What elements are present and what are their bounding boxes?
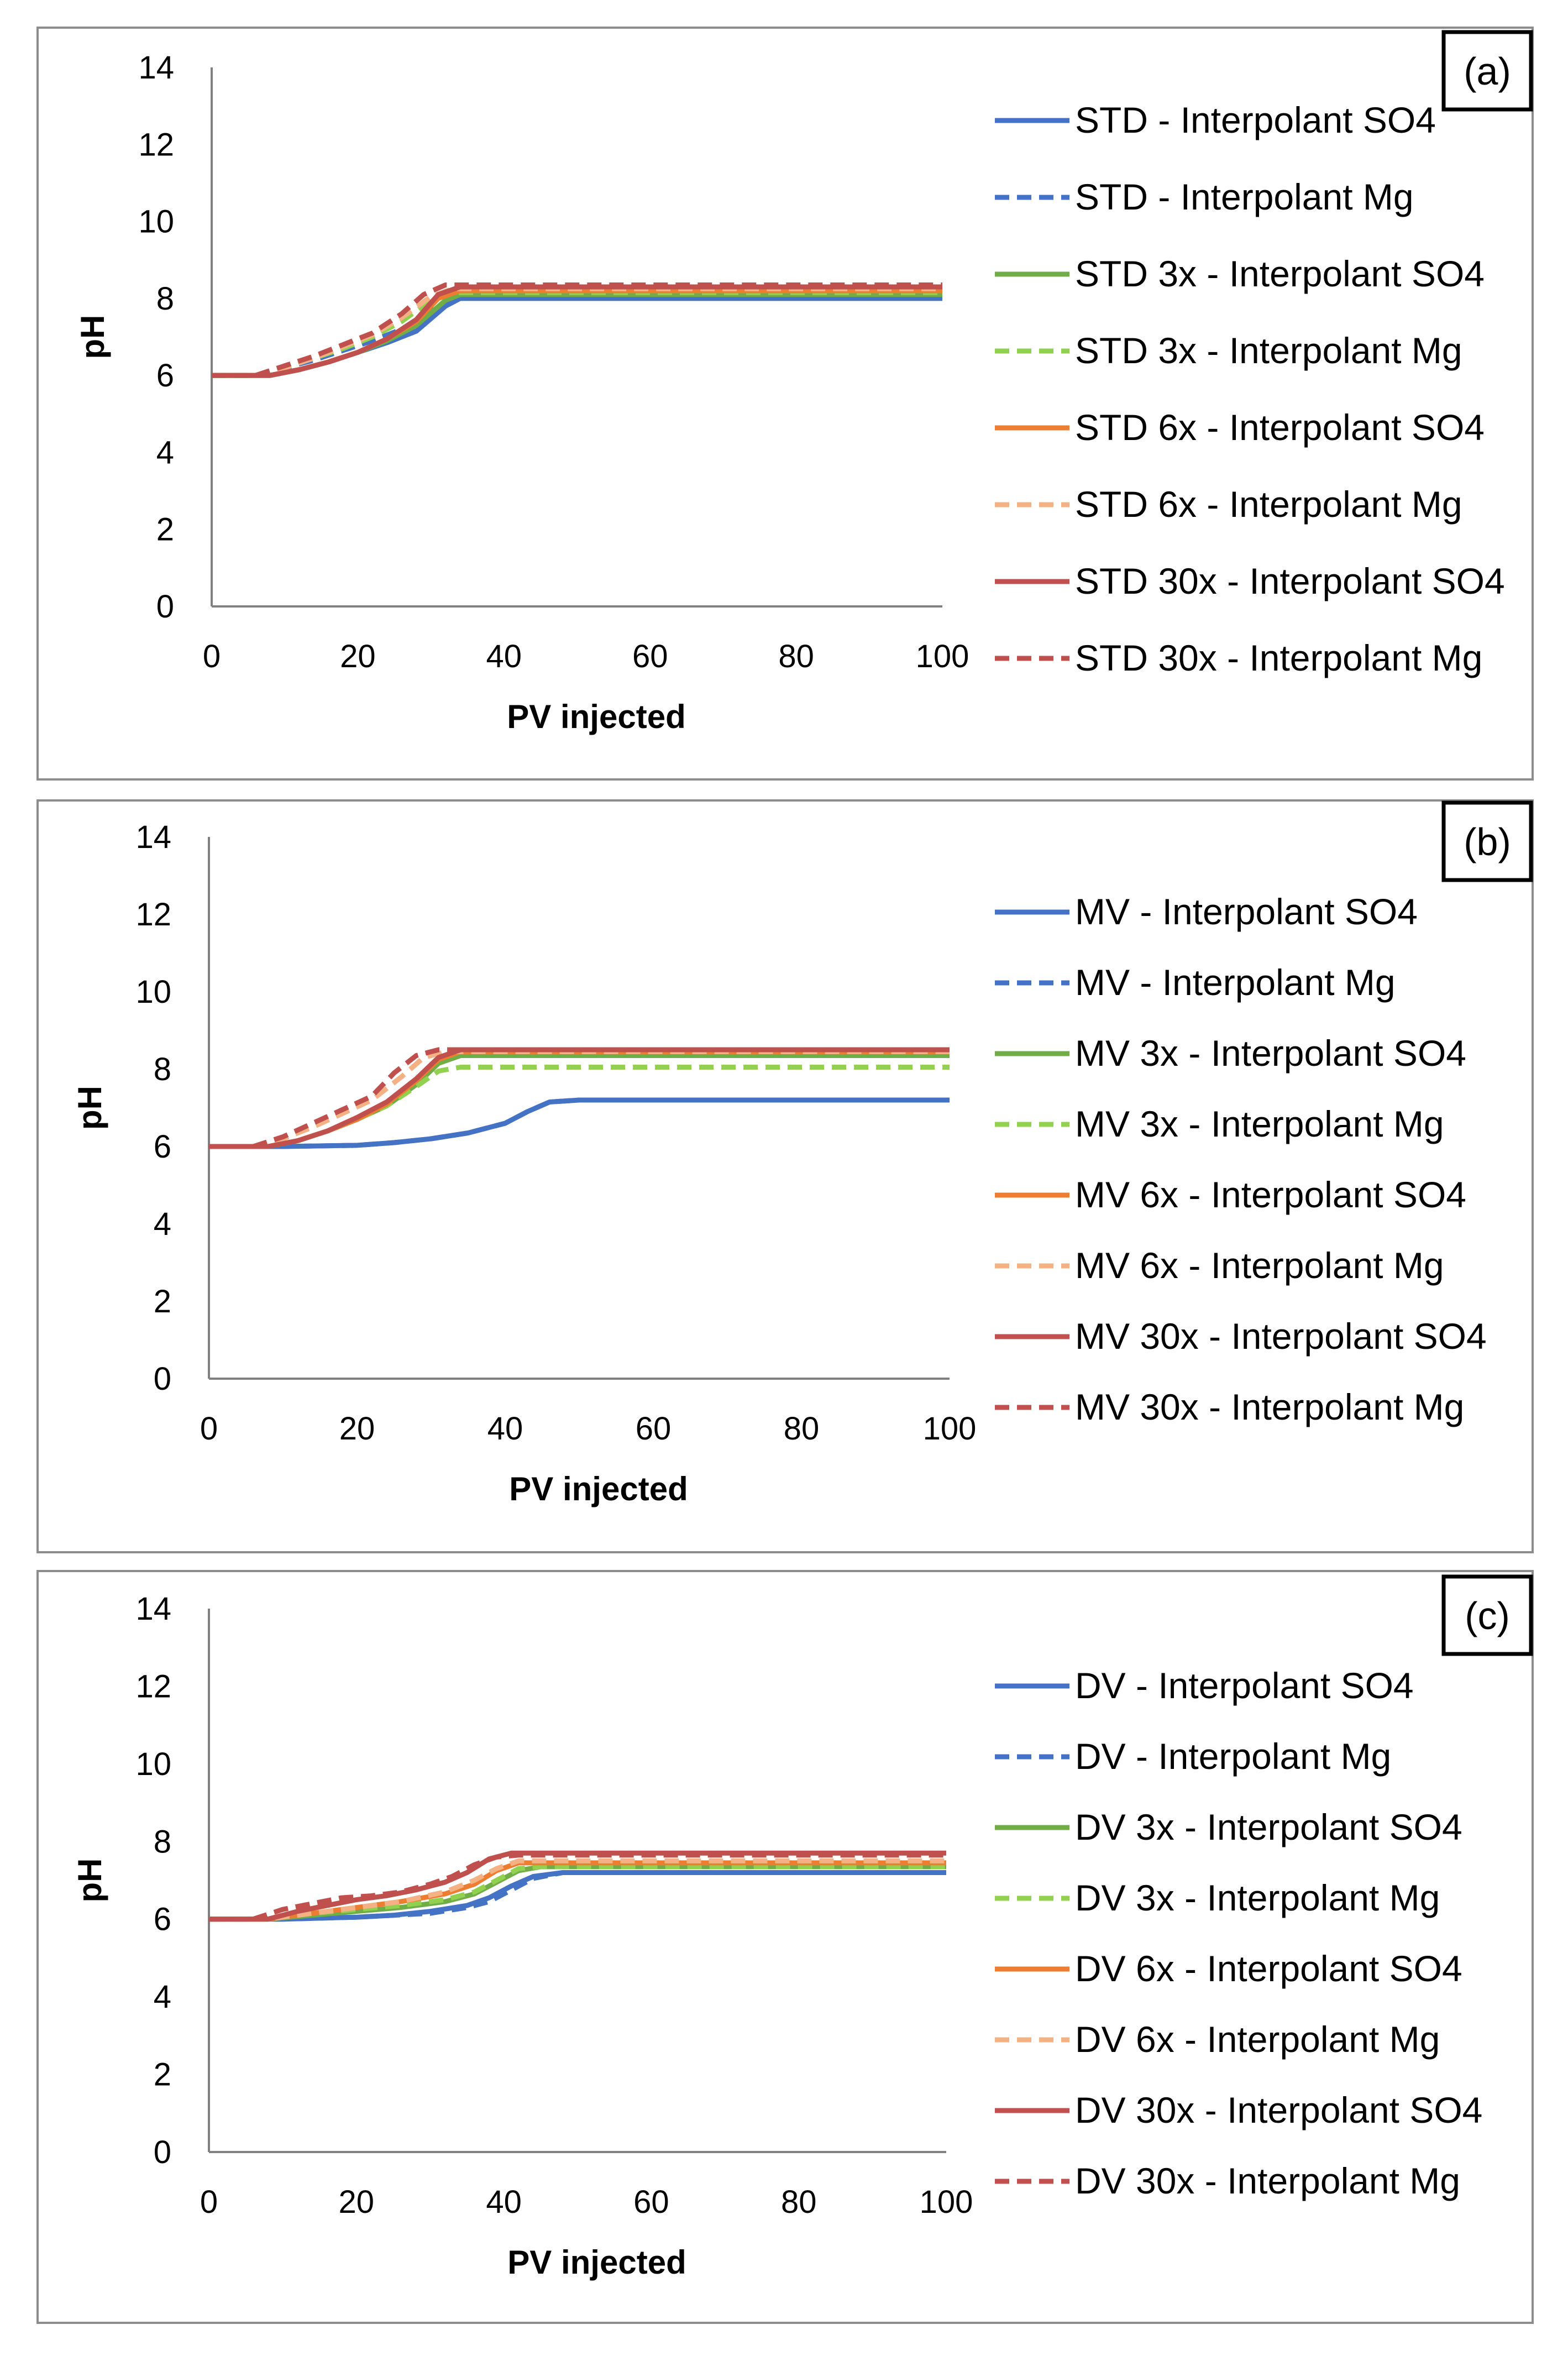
legend-label: DV 6x - Interpolant SO4 [1075,1948,1462,1989]
legend-label: STD 30x - Interpolant SO4 [1075,561,1505,601]
x-axis-title: PV injected [507,698,685,735]
panel-b: 0 2 4 6 8 10 12 14 0 20 40 60 80 100 PV injected pH MV -… [36,799,1534,1553]
legend-label: DV 30x - Interpolant Mg [1075,2160,1460,2201]
legend-label: DV 3x - Interpolant Mg [1075,1877,1440,1918]
legend-label: STD - Interpolant Mg [1075,176,1414,217]
x-tick-label: 20 [340,638,376,674]
x-tick-label: 20 [339,1411,375,1447]
y-tick-label: 14 [135,819,171,855]
panel-label-box [1441,800,1533,882]
series-line [209,1049,950,1149]
legend-label: MV 6x - Interpolant SO4 [1075,1174,1466,1215]
x-axis-title: PV injected [507,2244,686,2281]
y-axis-title: pH [71,1858,108,1903]
y-tick-label: 12 [138,127,174,163]
x-tick-label: 80 [784,1411,820,1447]
series-line [209,1870,946,1922]
y-tick-label: 0 [156,589,174,625]
panel-label-box [1441,1574,1533,1656]
x-tick-label: 100 [916,638,969,674]
series-line [209,1047,950,1149]
x-tick-label: 0 [203,638,221,674]
legend-label: DV 30x - Interpolant SO4 [1075,2090,1482,2130]
panel-frame [36,799,1534,1553]
y-tick-label: 4 [154,1206,171,1242]
x-tick-label: 40 [486,2184,522,2220]
y-tick-label: 4 [154,1979,171,2015]
panel-a: 0 2 4 6 8 10 12 14 0 20 40 60 80 100 PV injected pH STD … [36,27,1534,781]
panel-label: (c) [1465,1594,1510,1637]
x-tick-label: 40 [486,638,522,674]
x-axis-title: PV injected [509,1470,688,1507]
y-tick-label: 2 [156,512,174,548]
legend-label: STD - Interpolant SO4 [1075,100,1436,140]
legend-label: MV 30x - Interpolant SO4 [1075,1316,1487,1357]
panel-frame [36,27,1534,781]
y-tick-label: 6 [154,1129,171,1165]
y-tick-label: 2 [154,2057,171,2093]
x-tick-label: 0 [200,2184,218,2220]
y-tick-label: 0 [154,2134,171,2170]
panel-label: (b) [1464,820,1511,863]
legend-label: MV 3x - Interpolant Mg [1075,1103,1444,1144]
y-tick-label: 12 [135,1668,171,1704]
legend-label: DV - Interpolant Mg [1075,1736,1391,1777]
y-tick-label: 10 [135,1746,171,1782]
y-tick-label: 14 [138,50,174,86]
y-axis-title: pH [74,315,111,359]
y-tick-label: 2 [154,1284,171,1320]
panel-label-box [1441,30,1533,112]
legend-label: STD 6x - Interpolant SO4 [1075,407,1485,448]
y-tick-label: 4 [156,434,174,470]
legend-label: MV - Interpolant Mg [1075,962,1396,1003]
series-line [212,284,942,378]
y-tick-label: 6 [154,1902,171,1938]
legend-label: STD 3x - Interpolant SO4 [1075,253,1485,294]
series-line [209,1860,946,1922]
y-tick-label: 6 [156,358,174,394]
x-tick-label: 0 [200,1411,218,1447]
y-tick-label: 0 [154,1361,171,1397]
series-line [209,1858,946,1922]
y-tick-label: 8 [154,1051,171,1087]
legend-label: STD 6x - Interpolant Mg [1075,484,1462,525]
legend-label: MV - Interpolant SO4 [1075,891,1418,932]
y-tick-label: 12 [135,897,171,933]
legend-label: DV 3x - Interpolant SO4 [1075,1807,1462,1847]
x-tick-label: 80 [778,638,814,674]
legend-label: MV 3x - Interpolant SO4 [1075,1033,1466,1074]
panel-frame [36,1570,1534,2324]
y-tick-label: 8 [154,1824,171,1860]
panel-label: (a) [1464,50,1511,93]
y-axis-title: pH [71,1086,108,1130]
legend-label: MV 6x - Interpolant Mg [1075,1245,1444,1286]
series-line [209,1852,946,1922]
x-tick-label: 60 [633,2184,669,2220]
x-tick-label: 60 [632,638,668,674]
x-tick-label: 100 [920,2184,973,2220]
series-line [212,282,942,378]
legend-label: MV 30x - Interpolant Mg [1075,1386,1464,1427]
series-line [212,294,942,378]
legend-label: DV - Interpolant SO4 [1075,1665,1414,1706]
x-tick-label: 60 [636,1411,672,1447]
panel-c: 0 2 4 6 8 10 12 14 0 20 40 60 80 100 PV injected pH DV -… [36,1570,1534,2324]
legend-label: STD 3x - Interpolant Mg [1075,330,1462,371]
legend-label: DV 6x - Interpolant Mg [1075,2019,1440,2060]
y-tick-label: 10 [135,974,171,1010]
x-tick-label: 80 [781,2184,817,2220]
legend-label: STD 30x - Interpolant Mg [1075,637,1482,678]
x-tick-label: 100 [923,1411,977,1447]
x-tick-label: 40 [487,1411,523,1447]
series-line [209,1097,950,1149]
series-line [209,1047,950,1149]
y-tick-label: 10 [138,204,174,240]
y-tick-label: 14 [135,1591,171,1627]
y-tick-label: 8 [156,281,174,317]
x-tick-label: 20 [339,2184,375,2220]
